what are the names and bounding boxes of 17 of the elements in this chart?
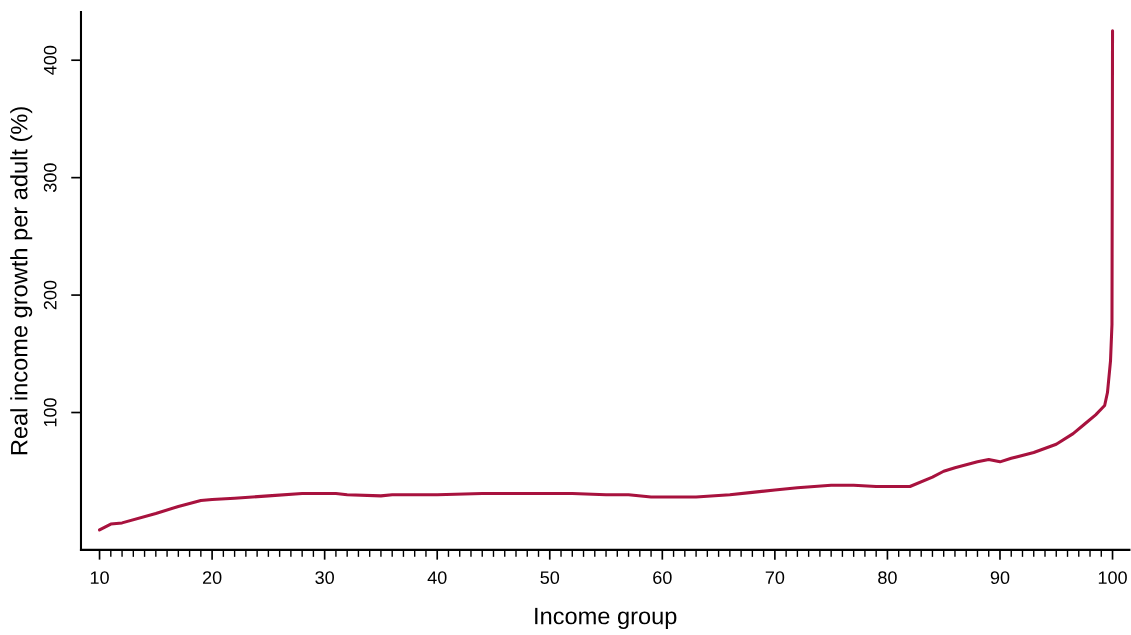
y-axis-title: Real income growth per adult (%) (10, 107, 33, 455)
y-tick-label: 400 (43, 45, 57, 75)
x-tick-label: 90 (990, 571, 1010, 585)
y-tick-label: 300 (43, 163, 57, 193)
x-tick-label: 60 (653, 571, 672, 585)
y-tick-label: 200 (43, 280, 57, 310)
x-tick-label: 70 (765, 571, 785, 585)
x-tick-label: 10 (90, 571, 109, 585)
x-tick-label: 20 (202, 571, 222, 585)
y-tick-label: 100 (43, 398, 57, 427)
x-tick-label: 80 (878, 571, 897, 585)
line-series (98, 29, 1115, 532)
x-tick-label: 50 (540, 571, 560, 585)
x-tick-label: 30 (315, 571, 334, 585)
x-tick-label: 40 (427, 571, 447, 585)
x-tick-label: 100 (1098, 571, 1127, 585)
x-axis-title: Income group (535, 607, 677, 630)
